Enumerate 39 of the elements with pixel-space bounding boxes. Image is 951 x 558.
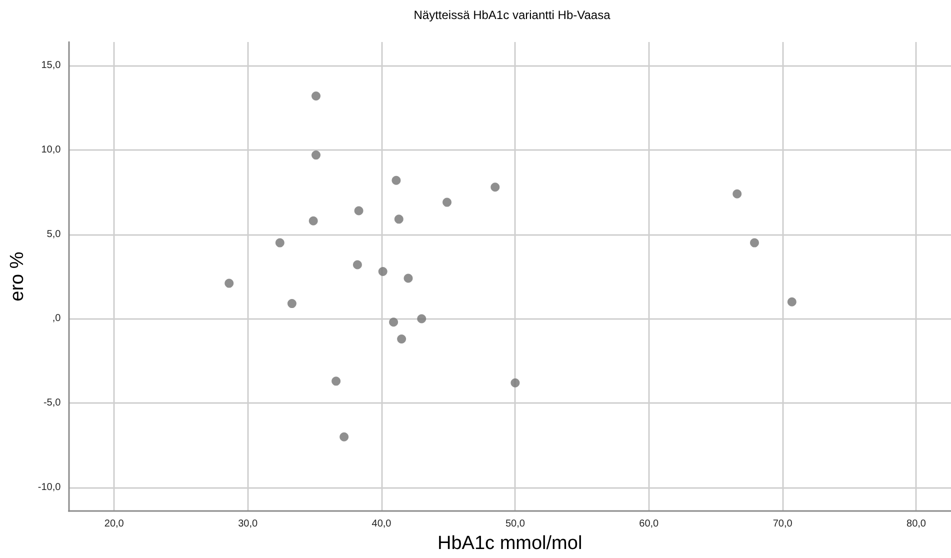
point bbox=[490, 182, 500, 192]
chart-title: Näytteissä HbA1c variantti Hb-Vaasa bbox=[414, 8, 611, 22]
point bbox=[312, 150, 321, 160]
point bbox=[417, 314, 426, 324]
point bbox=[308, 216, 318, 226]
point bbox=[510, 378, 520, 388]
point bbox=[354, 206, 364, 216]
point bbox=[392, 176, 401, 185]
point bbox=[287, 299, 296, 308]
point bbox=[340, 432, 349, 442]
point bbox=[404, 274, 413, 283]
x-tick-label: 60,0 bbox=[639, 518, 660, 530]
x-tick-label: 20,0 bbox=[104, 518, 124, 530]
point bbox=[389, 318, 398, 327]
x-tick-label: 80,0 bbox=[906, 518, 926, 530]
point bbox=[352, 260, 362, 270]
x-tick-label: 40,0 bbox=[372, 518, 392, 530]
point bbox=[394, 214, 404, 224]
x-tick-label: 50,0 bbox=[505, 518, 526, 530]
y-tick-label: -5,0 bbox=[43, 398, 62, 409]
point bbox=[750, 238, 759, 248]
y-tick-label: ,0 bbox=[52, 313, 62, 324]
point bbox=[312, 92, 321, 100]
point bbox=[275, 238, 284, 248]
point bbox=[378, 266, 388, 276]
y-tick-label: 5,0 bbox=[46, 228, 62, 240]
point bbox=[397, 334, 406, 344]
x-tick-label: 70,0 bbox=[772, 518, 793, 530]
point bbox=[332, 376, 341, 386]
y-axis-title: ero % bbox=[7, 252, 28, 302]
x-tick-label: 30,0 bbox=[238, 518, 258, 530]
x-axis-title: HbA1c mmol/mol bbox=[438, 533, 582, 554]
y-tick-label: 15,0 bbox=[41, 60, 62, 72]
point bbox=[224, 278, 234, 288]
y-tick-label: -10,0 bbox=[38, 482, 62, 493]
point bbox=[732, 189, 742, 198]
point bbox=[787, 297, 796, 306]
y-tick-label: 10,0 bbox=[41, 144, 62, 156]
point bbox=[442, 198, 452, 207]
